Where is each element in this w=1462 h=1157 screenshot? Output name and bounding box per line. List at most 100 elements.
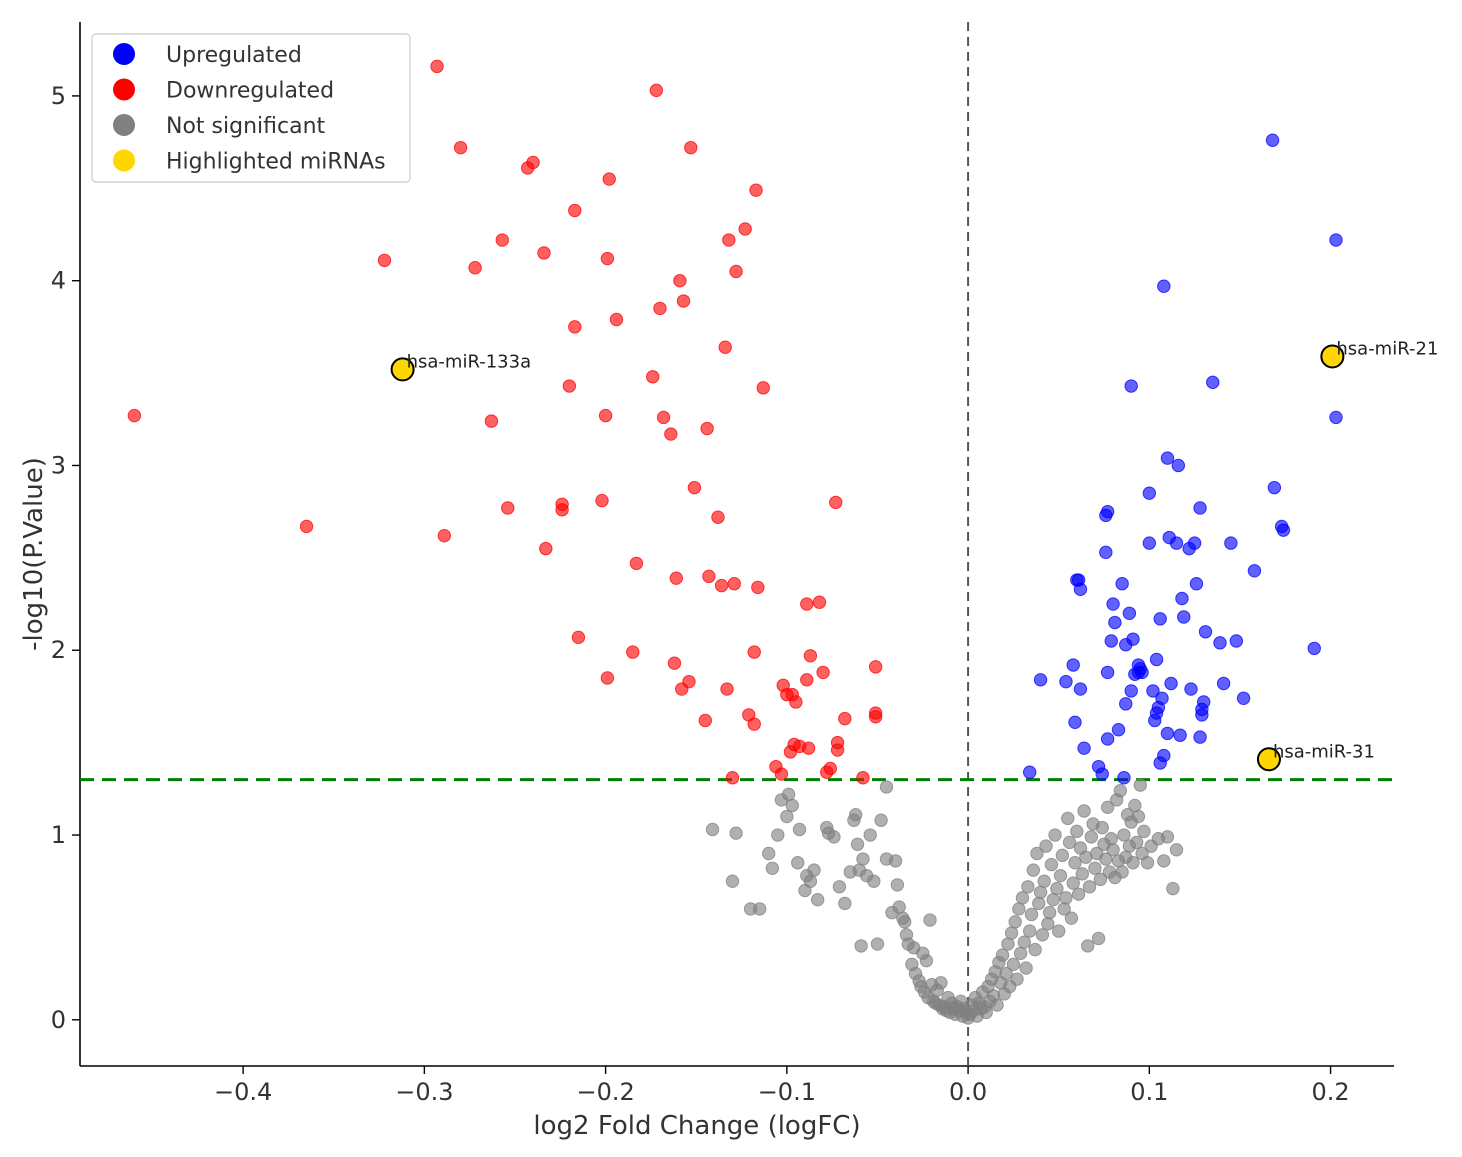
upregulated-point xyxy=(1160,726,1175,741)
legend-marker xyxy=(113,114,135,136)
not-significant-point xyxy=(1028,942,1042,957)
downregulated-point xyxy=(484,414,499,428)
not-significant-point xyxy=(1062,835,1077,850)
upregulated-point xyxy=(1276,523,1291,537)
not-significant-point xyxy=(1169,843,1184,857)
highlighted-point xyxy=(1320,344,1345,369)
upregulated-point xyxy=(1124,379,1138,393)
highlighted-point-label: hsa-miR-21 xyxy=(1336,338,1438,359)
downregulated-point xyxy=(568,203,582,218)
x-tick-label: 0.0 xyxy=(949,1078,987,1106)
upregulated-point xyxy=(1187,536,1202,550)
upregulated-point xyxy=(1206,375,1220,390)
downregulated-point xyxy=(829,495,843,510)
downregulated-point xyxy=(526,155,540,170)
downregulated-point xyxy=(656,410,671,425)
upregulated-point xyxy=(1146,684,1160,698)
not-significant-point xyxy=(1032,896,1046,911)
upregulated-point xyxy=(1073,682,1088,696)
not-significant-point xyxy=(1041,917,1055,931)
downregulated-point xyxy=(747,717,761,731)
downregulated-point xyxy=(749,183,763,197)
not-significant-point xyxy=(1013,946,1028,960)
downregulated-point xyxy=(801,741,816,755)
upregulated-point xyxy=(1059,674,1073,689)
upregulated-point xyxy=(1100,665,1115,680)
reference-lines xyxy=(80,22,1394,1066)
not-significant-point xyxy=(1055,848,1070,863)
not-significant-point xyxy=(874,813,888,827)
not-significant-point xyxy=(1044,857,1059,872)
not-significant-point xyxy=(1099,852,1113,866)
not-significant-point xyxy=(1091,931,1106,946)
not-significant-point xyxy=(705,822,720,837)
y-tick-label: 5 xyxy=(51,82,66,110)
downregulated-point xyxy=(698,713,712,728)
upregulated-point xyxy=(1265,133,1280,147)
downregulated-point xyxy=(664,427,678,441)
upregulated-point xyxy=(1307,641,1321,656)
downregulated-point xyxy=(856,771,870,785)
not-significant-point xyxy=(879,780,894,794)
not-significant-point xyxy=(1021,880,1035,894)
downregulated-point xyxy=(823,761,838,776)
not-significant-point xyxy=(1115,865,1129,879)
upregulated-point xyxy=(1100,732,1115,746)
not-significant-point xyxy=(1140,856,1155,870)
upregulated-point xyxy=(1267,480,1282,495)
downregulated-point xyxy=(720,682,734,696)
not-significant-point xyxy=(854,939,868,953)
not-significant-point xyxy=(1126,856,1140,870)
y-tick-label: 3 xyxy=(51,451,66,479)
downregulated-point xyxy=(684,140,698,155)
downregulated-point xyxy=(725,771,740,785)
upregulated-point xyxy=(1149,652,1164,667)
upregulated-point xyxy=(1153,612,1167,626)
not-significant-point xyxy=(792,822,807,837)
not-significant-point xyxy=(1033,885,1048,900)
upregulated-point xyxy=(1119,697,1133,711)
downregulated-point xyxy=(299,519,314,534)
x-tick-label: 0.2 xyxy=(1311,1078,1349,1106)
not-significant-point xyxy=(995,948,1010,962)
downregulated-point xyxy=(562,379,577,393)
downregulated-point xyxy=(702,569,716,584)
downregulated-point xyxy=(722,233,736,247)
downregulated-point xyxy=(838,711,852,726)
downregulated-point xyxy=(816,665,830,680)
downregulated-point xyxy=(602,172,616,186)
legend-label: Upregulated xyxy=(166,43,302,68)
not-significant-point xyxy=(1160,830,1175,844)
upregulated-point xyxy=(1177,610,1191,624)
downregulated-point xyxy=(800,673,814,687)
downregulated-point xyxy=(430,59,444,74)
x-tick-label: 0.1 xyxy=(1130,1078,1168,1106)
upregulated-point xyxy=(1108,615,1122,630)
not-significant-point xyxy=(1037,874,1051,888)
not-significant-point xyxy=(1066,876,1080,890)
upregulated-point xyxy=(1099,545,1113,560)
downregulated-point xyxy=(537,246,551,260)
downregulated-point xyxy=(751,580,765,595)
downregulated-point xyxy=(868,660,883,674)
not-significant-point xyxy=(1071,887,1086,901)
upregulated-point xyxy=(1224,536,1238,550)
not-significant-point xyxy=(1088,861,1102,875)
downregulated-point xyxy=(711,510,725,524)
upregulated-point xyxy=(1160,451,1175,465)
not-significant-point xyxy=(832,880,847,894)
downregulated-point xyxy=(649,83,664,98)
downregulated-point xyxy=(729,264,743,279)
highlighted-point-label: hsa-miR-31 xyxy=(1273,741,1375,762)
downregulated-point xyxy=(609,312,624,327)
not-significant-point xyxy=(1077,804,1091,818)
upregulated-point xyxy=(1193,730,1207,744)
not-significant-point xyxy=(850,837,865,851)
not-significant-point xyxy=(1026,863,1041,877)
downregulated-point xyxy=(626,645,640,659)
not-significant-point xyxy=(803,874,818,888)
not-significant-points xyxy=(705,778,1184,1025)
legend-marker xyxy=(113,78,135,101)
not-significant-point xyxy=(1061,811,1075,826)
